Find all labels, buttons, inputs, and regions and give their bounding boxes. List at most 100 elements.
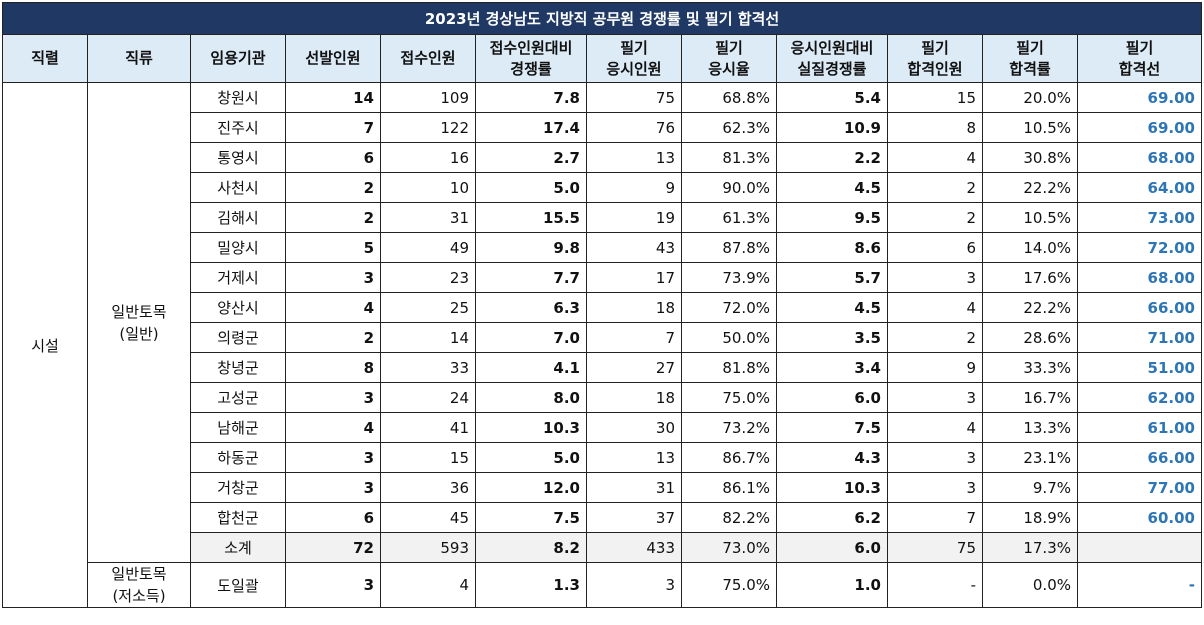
column-header-label: 필기 [921, 38, 949, 57]
cell-app: 10 [380, 172, 476, 203]
cell-rate: 2.7 [475, 142, 587, 173]
cell-pass: 7 [887, 502, 983, 533]
org-cell: 남해군 [190, 412, 286, 443]
column-header: 필기 응시율 [681, 34, 777, 83]
table-row: 시설 일반토목 (일반) 창원시 14 109 7.8 75 68.8% 5.4 15 20.0% 69… [2, 82, 1202, 608]
column-header-label: 필기 [715, 38, 743, 57]
cell-sel: 3 [285, 562, 381, 608]
org-cell: 하동군 [190, 442, 286, 473]
cell-app: 45 [380, 502, 476, 533]
cell-rate: 7.5 [475, 502, 587, 533]
cell-take: 7 [586, 322, 682, 353]
header-row: 직렬 직류 임용기관 선발인원 접수인원 접수인원대비 경쟁률 필기 응시인원 필기 응시율 응시인원… [2, 34, 1202, 83]
cell-sel: 14 [285, 82, 381, 113]
cell-takeRate: 72.0% [681, 292, 777, 323]
cell-sel: 2 [285, 322, 381, 353]
cell-rate: 12.0 [475, 472, 587, 503]
cell-rate: 1.3 [475, 562, 587, 608]
cell-real: 3.4 [776, 352, 888, 383]
cell-sel: 6 [285, 142, 381, 173]
cell-cut: 66.00 [1077, 292, 1202, 323]
cell-real: 10.9 [776, 112, 888, 143]
cell-cut: 51.00 [1077, 352, 1202, 383]
table-row: 사천시 2 10 5.0 9 90.0% 4.5 2 22.2% 64.00 [3, 172, 1202, 203]
cell-passRate: 0.0% [982, 562, 1078, 608]
cell-app: 4 [380, 562, 476, 608]
column-header-label: 합격선 [1118, 59, 1161, 78]
cell-app: 25 [380, 292, 476, 323]
cell-sel: 5 [285, 232, 381, 263]
cell-pass: 2 [887, 172, 983, 203]
cell-cut: 61.00 [1077, 412, 1202, 443]
column-header-label: 직류 [125, 49, 153, 67]
cell-cut: 77.00 [1077, 472, 1202, 503]
column-header-label: 필기 [620, 38, 648, 57]
cell-pass: 4 [887, 142, 983, 173]
cell-sel: 3 [285, 382, 381, 413]
cell-rate: 8.2 [475, 532, 587, 563]
cell-real: 7.5 [776, 412, 888, 443]
column-header: 선발인원 [285, 34, 381, 83]
cell-real: 8.6 [776, 232, 888, 263]
cell-app: 31 [380, 202, 476, 233]
cell-sel: 7 [285, 112, 381, 143]
cell-take: 31 [586, 472, 682, 503]
cell-takeRate: 81.8% [681, 352, 777, 383]
cell-sel: 2 [285, 172, 381, 203]
cell-takeRate: 82.2% [681, 502, 777, 533]
cell-real: 2.2 [776, 142, 888, 173]
column-header: 임용기관 [190, 34, 286, 83]
cell-takeRate: 73.2% [681, 412, 777, 443]
column-header: 응시인원대비 실질경쟁률 [776, 34, 888, 83]
cell-pass: 3 [887, 442, 983, 473]
cell-app: 33 [380, 352, 476, 383]
cell-cut: 66.00 [1077, 442, 1202, 473]
cell-app: 49 [380, 232, 476, 263]
cell-passRate: 33.3% [982, 352, 1078, 383]
column-header-label: 경쟁률 [510, 59, 552, 78]
cell-app: 109 [380, 82, 476, 113]
cell-app: 14 [380, 322, 476, 353]
column-header-label: 필기 [1125, 38, 1154, 57]
cell-pass: 4 [887, 412, 983, 443]
cell-take: 18 [586, 292, 682, 323]
column-header-label: 필기 [1016, 38, 1044, 57]
cell-cut: - [1077, 562, 1202, 608]
org-cell: 통영시 [190, 142, 286, 173]
cell-passRate: 10.5% [982, 112, 1078, 143]
cell-sel: 4 [285, 292, 381, 323]
column-header-label: 선발인원 [305, 49, 361, 67]
org-cell: 사천시 [190, 172, 286, 203]
column-header: 접수인원대비 경쟁률 [475, 34, 587, 83]
org-cell: 거창군 [190, 472, 286, 503]
org-cell: 김해시 [190, 202, 286, 233]
cell-takeRate: 73.9% [681, 262, 777, 293]
org-cell: 의령군 [190, 322, 286, 353]
cell-takeRate: 50.0% [681, 322, 777, 353]
cell-takeRate: 86.1% [681, 472, 777, 503]
cell-take: 19 [586, 202, 682, 233]
cell-pass: 9 [887, 352, 983, 383]
org-cell: 도일괄 [190, 562, 286, 608]
cell-real: 6.0 [776, 382, 888, 413]
cell-app: 16 [380, 142, 476, 173]
org-cell: 양산시 [190, 292, 286, 323]
cell-pass: 3 [887, 472, 983, 503]
cell-pass: 15 [887, 82, 983, 113]
table-row: 일반토목 (저소득) 도일괄 3 4 1.3 3 75.0% 1.0-0.0% - [3, 562, 1202, 608]
org-cell: 합천군 [190, 502, 286, 533]
cell-passRate: 13.3% [982, 412, 1078, 443]
cell-rate: 8.0 [475, 382, 587, 413]
cell-passRate: 30.8% [982, 142, 1078, 173]
cell-app: 24 [380, 382, 476, 413]
table-row: 거창군 3 36 12.0 31 86.1% 10.3 3 9.7% 77.00 [3, 472, 1202, 503]
category-cell: 일반토목 (저소득) [87, 562, 191, 608]
cell-sel: 8 [285, 352, 381, 383]
cell-takeRate: 90.0% [681, 172, 777, 203]
cell-rate: 5.0 [475, 172, 587, 203]
cell-passRate: 10.5% [982, 202, 1078, 233]
cell-real: 4.3 [776, 442, 888, 473]
column-header: 필기 응시인원 [586, 34, 682, 83]
cell-rate: 9.8 [475, 232, 587, 263]
